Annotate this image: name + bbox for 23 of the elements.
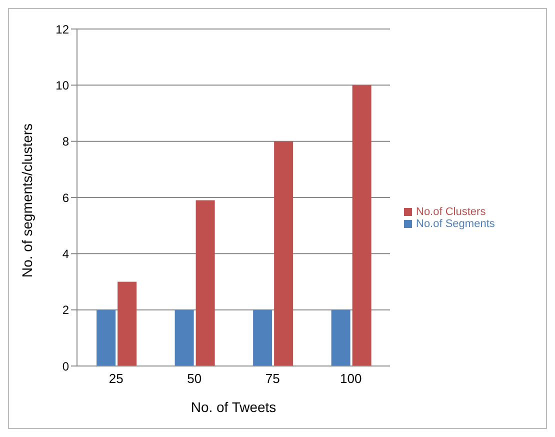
x-tick-label: 50 <box>187 371 202 386</box>
bar <box>174 310 194 366</box>
bar <box>118 282 137 366</box>
x-tick-label: 25 <box>108 371 124 386</box>
legend-label: No.of Clusters <box>416 206 486 218</box>
x-tick-label: 100 <box>340 371 362 386</box>
y-tick-label: 4 <box>62 246 70 261</box>
y-tick-label: 12 <box>56 22 70 36</box>
legend-label: No.of Segments <box>416 218 495 230</box>
bar <box>253 310 272 366</box>
x-tick-label: 75 <box>265 371 280 386</box>
x-axis-title: No. of Tweets <box>190 399 276 415</box>
bar <box>274 141 294 366</box>
y-tick-label: 10 <box>56 78 70 92</box>
y-tick-label: 8 <box>62 134 70 149</box>
y-tick-label: 6 <box>62 190 70 205</box>
y-tick-label: 2 <box>62 303 70 318</box>
y-axis-title: No. of segments/clusters <box>18 123 35 278</box>
bar <box>196 200 215 366</box>
y-tick-label: 0 <box>62 359 70 374</box>
bar <box>331 310 350 366</box>
bar <box>352 85 372 366</box>
bar <box>96 310 116 366</box>
